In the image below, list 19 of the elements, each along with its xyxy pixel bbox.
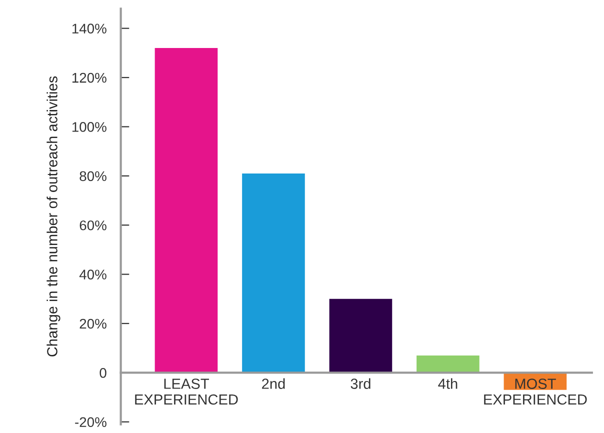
y-axis-title: Change in the number of outreach activities [46,76,60,356]
x-tick-label: MOST EXPERIENCED [484,378,587,405]
bar [329,298,392,373]
y-tick-label: 80% [80,171,106,182]
y-tick-label: 0 [100,368,106,378]
bar [416,355,480,373]
x-tick-label: LEAST EXPERIENCED [135,378,238,405]
y-tick-label: -20% [75,417,106,428]
bar [242,173,305,373]
y-tick-label: 100% [72,122,106,132]
y-tick-label: 40% [79,270,106,280]
x-tick-label: 3rd [350,378,370,389]
y-tick-label: 20% [80,318,106,329]
x-tick-label: 4th [438,378,458,389]
y-tick-label: 120% [72,72,106,83]
y-tick-label: 60% [80,220,106,230]
bar [154,48,218,373]
x-tick-label: 2nd [262,378,285,389]
y-tick-label: 140% [72,24,106,34]
